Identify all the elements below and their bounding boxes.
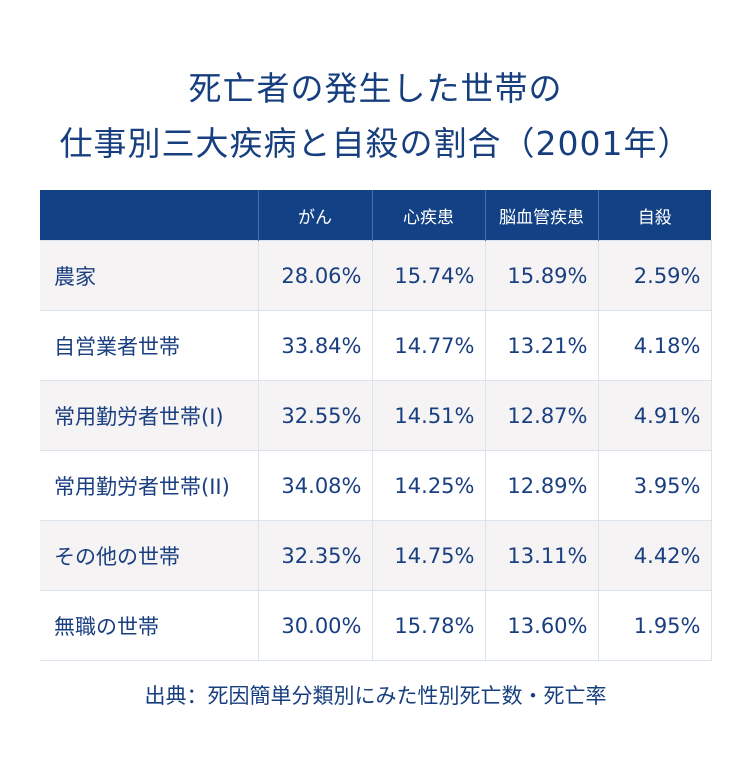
value-cell: 34.08% (257, 450, 372, 521)
header-row: がん 心疾患 脳血管疾患 自殺 (40, 190, 711, 241)
title-line-2: 仕事別三大疾病と自殺の割合（2001年） (59, 124, 692, 163)
header-cell: がん (257, 190, 372, 241)
row-label: 自営業者世帯 (40, 310, 258, 381)
row-label: 常用勤労者世帯(II) (40, 450, 258, 521)
value-cell: 3.95% (597, 450, 712, 521)
value-cell: 4.18% (597, 310, 712, 381)
value-cell: 2.59% (597, 240, 712, 311)
value-cell: 13.60% (484, 590, 598, 661)
value-cell: 4.42% (597, 520, 712, 591)
value-cell: 14.51% (371, 380, 485, 451)
value-cell: 15.78% (371, 590, 485, 661)
value-cell: 12.87% (484, 380, 598, 451)
value-cell: 1.95% (597, 590, 712, 661)
table-row: 自営業者世帯 33.84% 14.77% 13.21% 4.18% (40, 310, 712, 381)
table-row: その他の世帯 32.35% 14.75% 13.11% 4.42% (40, 520, 712, 591)
row-label: 常用勤労者世帯(I) (40, 380, 258, 451)
row-label: 無職の世帯 (40, 590, 258, 661)
value-cell: 13.21% (484, 310, 598, 381)
header-cell: 自殺 (597, 190, 711, 241)
value-cell: 13.11% (484, 520, 598, 591)
header-cell: 心疾患 (371, 190, 485, 241)
title-line-1: 死亡者の発生した世帯の (188, 69, 563, 108)
table-row: 常用勤労者世帯(II) 34.08% 14.25% 12.89% 3.95% (40, 450, 712, 521)
value-cell: 14.75% (371, 520, 485, 591)
source-note: 出典：死因簡単分類別にみた性別死亡数・死亡率 (144, 684, 607, 708)
value-cell: 30.00% (257, 590, 372, 661)
value-cell: 14.25% (371, 450, 485, 521)
table-row: 常用勤労者世帯(I) 32.55% 14.51% 12.87% 4.91% (40, 380, 712, 451)
header-cell (40, 190, 258, 241)
value-cell: 15.74% (371, 240, 485, 311)
header-cell: 脳血管疾患 (484, 190, 598, 241)
value-cell: 28.06% (257, 240, 372, 311)
value-cell: 33.84% (257, 310, 372, 381)
value-cell: 4.91% (597, 380, 712, 451)
table-row: 農家 28.06% 15.74% 15.89% 2.59% (40, 240, 712, 311)
row-label: その他の世帯 (40, 520, 258, 591)
value-cell: 32.35% (257, 520, 372, 591)
table-row: 無職の世帯 30.00% 15.78% 13.60% 1.95% (40, 590, 712, 661)
value-cell: 12.89% (484, 450, 598, 521)
value-cell: 14.77% (371, 310, 485, 381)
value-cell: 15.89% (484, 240, 598, 311)
value-cell: 32.55% (257, 380, 372, 451)
data-table: がん 心疾患 脳血管疾患 自殺 農家 28.06% 15.74% 15.89% 2.59… (40, 190, 712, 661)
row-label: 農家 (40, 240, 258, 311)
